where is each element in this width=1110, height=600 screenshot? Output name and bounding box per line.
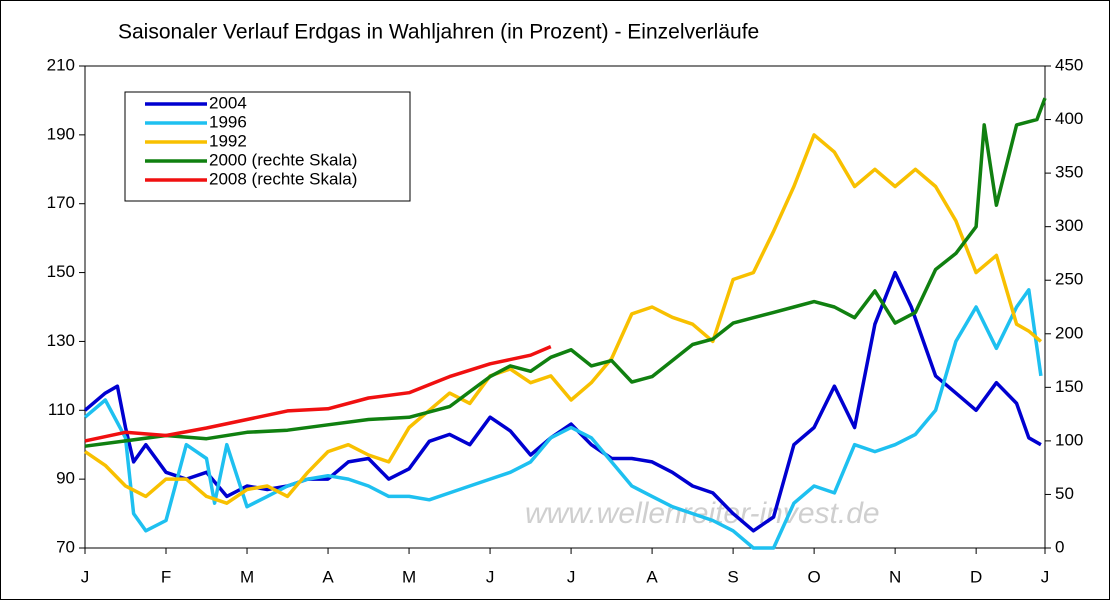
series-line: [84, 133, 1043, 505]
x-tick-label: J: [486, 567, 495, 586]
y-tick-label: 130: [47, 331, 75, 350]
x-tick-label: M: [402, 567, 416, 586]
y2-tick-label: 200: [1055, 323, 1083, 342]
y2-tick-label: 350: [1055, 163, 1083, 182]
y-tick-label: 150: [47, 262, 75, 281]
legend-box: [124, 91, 411, 202]
y-tick-label: 70: [56, 537, 75, 556]
y2-tick-label: 100: [1055, 430, 1083, 449]
plot-frame: [84, 65, 1046, 549]
x-tick-label: A: [322, 567, 334, 586]
legend-label: 2008 (rechte Skala): [209, 169, 357, 188]
y-tick-label: 90: [56, 469, 75, 488]
y2-tick-label: 300: [1055, 216, 1083, 235]
x-tick-label: S: [727, 567, 738, 586]
x-tick-label: N: [889, 567, 901, 586]
y2-tick-label: 150: [1055, 377, 1083, 396]
x-tick-label: J: [567, 567, 576, 586]
y-tick-label: 210: [47, 55, 75, 74]
legend-label: 2000 (rechte Skala): [209, 150, 357, 169]
series-line: [84, 344, 552, 443]
legend-label: 1992: [209, 131, 247, 150]
x-tick-label: O: [807, 567, 820, 586]
y-tick-label: 110: [48, 400, 75, 419]
y2-tick-label: 50: [1055, 484, 1074, 503]
x-tick-label: D: [970, 567, 982, 586]
x-tick-label: M: [240, 567, 254, 586]
y2-tick-label: 250: [1055, 270, 1083, 289]
series-line: [84, 97, 1047, 448]
legend-label: 2004: [209, 93, 247, 112]
y-tick-label: 190: [47, 124, 75, 143]
y-tick-label: 170: [47, 193, 75, 212]
x-tick-label: J: [1041, 567, 1050, 586]
watermark: www.wellenreiter-invest.de: [525, 497, 880, 530]
series-line: [83, 288, 1043, 550]
x-tick-label: J: [81, 567, 90, 586]
y2-tick-label: 0: [1055, 537, 1064, 556]
legend-label: 1996: [209, 112, 247, 131]
chart-title: Saisonaler Verlauf Erdgas in Wahljahren …: [118, 21, 759, 44]
y2-tick-label: 400: [1055, 109, 1083, 128]
x-tick-label: A: [646, 567, 658, 586]
y2-tick-label: 450: [1055, 55, 1083, 74]
x-tick-label: F: [161, 567, 171, 586]
